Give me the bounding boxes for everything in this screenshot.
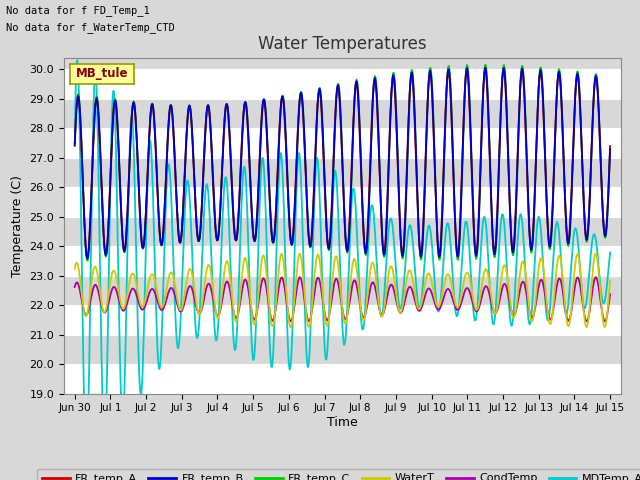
Text: No data for f FD_Temp_1: No data for f FD_Temp_1: [6, 5, 150, 16]
Bar: [64, 335, 621, 364]
Bar: [64, 70, 621, 99]
Bar: [64, 276, 621, 305]
Bar: [64, 305, 621, 335]
Title: Water Temperatures: Water Temperatures: [258, 35, 427, 53]
Bar: [64, 128, 621, 158]
Legend: FR_temp_A, FR_temp_B, FR_temp_C, WaterT, CondTemp, MDTemp_A: FR_temp_A, FR_temp_B, FR_temp_C, WaterT,…: [37, 469, 640, 480]
Bar: [64, 99, 621, 128]
Bar: [64, 217, 621, 246]
X-axis label: Time: Time: [327, 416, 358, 429]
Y-axis label: Temperature (C): Temperature (C): [11, 175, 24, 276]
Bar: [64, 246, 621, 276]
Bar: [64, 187, 621, 217]
Bar: [64, 158, 621, 187]
Text: No data for f_WaterTemp_CTD: No data for f_WaterTemp_CTD: [6, 22, 175, 33]
Text: MB_tule: MB_tule: [76, 67, 129, 81]
Bar: [64, 364, 621, 394]
